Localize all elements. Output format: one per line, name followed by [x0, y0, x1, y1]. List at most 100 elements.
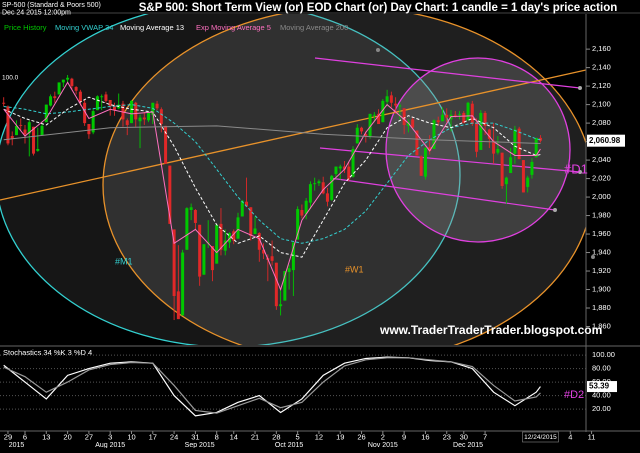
candle-body [398, 105, 402, 107]
candle-body [215, 224, 219, 264]
candle-body [538, 137, 542, 141]
y-tick-label: 1,900 [592, 285, 611, 294]
candle-body [325, 193, 329, 202]
y-tick-label: 40.00 [592, 391, 611, 400]
x-tick-label: 7 [483, 432, 487, 441]
candle-body [95, 96, 99, 111]
candle-body [223, 240, 227, 251]
candle-body [23, 129, 27, 135]
plot-layer [3, 356, 541, 417]
month-label: Dec 2015 [453, 442, 483, 448]
candle-body [389, 95, 393, 103]
scale-marker: 100.0 [2, 75, 19, 82]
candle-body [262, 249, 266, 254]
indicator-line [3, 356, 541, 417]
candle-body [57, 82, 61, 95]
candle-body [168, 165, 172, 224]
y-tick-label: 2,120 [592, 81, 611, 90]
candle-body [423, 148, 427, 177]
x-tick-label: 30 [460, 432, 468, 441]
candle-body [138, 117, 142, 122]
x-tick-label: 2 [381, 432, 385, 441]
candle-body [236, 217, 240, 239]
anchor-dot [578, 86, 582, 90]
candle-body [270, 256, 274, 261]
y-tick-label: 2,000 [592, 192, 611, 201]
y-tick-label: 1,960 [592, 229, 611, 238]
cycle-ellipse-m1 [0, 14, 461, 345]
candle-body [202, 244, 206, 275]
x-tick-label: 26 [357, 432, 365, 441]
y-tick-label: 1,880 [592, 303, 611, 312]
candle-body [279, 304, 283, 307]
candle-body [36, 148, 40, 151]
candle-body [368, 113, 372, 137]
x-tick-label: 31 [191, 432, 199, 441]
y-tick-label: 20.00 [592, 404, 611, 413]
candle-body [287, 268, 291, 272]
candle-body [61, 79, 65, 83]
candle-body [125, 120, 129, 125]
legend-entry: Moving VWAP 34 [55, 23, 113, 32]
candle-body [470, 103, 474, 125]
candle-body [304, 200, 308, 214]
y-tick-label: 1,980 [592, 211, 611, 220]
candle-body [347, 166, 351, 180]
candle-body [534, 137, 538, 158]
candle-body [108, 99, 112, 107]
x-tick-label: 24 [170, 432, 178, 441]
candle-body [291, 242, 295, 271]
candle-body [19, 124, 23, 126]
candle-body [334, 166, 338, 174]
candle-body [142, 117, 146, 120]
candle-body [227, 233, 231, 243]
candle-body [500, 152, 504, 186]
channel-line [329, 177, 556, 211]
candle-body [70, 78, 74, 87]
candle-body [185, 208, 189, 250]
candle-body [338, 166, 342, 169]
candle-body [245, 201, 249, 207]
last-value-label: 53.39 [589, 382, 610, 391]
x-tick-label: 11 [588, 432, 596, 441]
candle-body [402, 108, 406, 125]
candle-body [87, 124, 91, 135]
x-tick-label: 20 [63, 432, 71, 441]
candle-body [257, 233, 261, 250]
candle-body [74, 87, 78, 91]
legend-entry: Exp Moving Average 5 [196, 23, 271, 32]
drawing-layer [0, 14, 586, 345]
legend-entry: Moving Average 13 [120, 23, 184, 32]
x-tick-label: 27 [85, 432, 93, 441]
candle-body [83, 102, 87, 124]
candle-body [10, 136, 14, 139]
candle-body [49, 96, 53, 106]
x-tick-label: 29 [4, 432, 12, 441]
candle-body [308, 184, 312, 203]
candle-body [274, 262, 278, 307]
month-label: Nov 2015 [368, 442, 398, 448]
month-label: Sep 2015 [185, 442, 215, 448]
legend-entry: Price History [4, 23, 47, 32]
candle-body [40, 125, 44, 136]
candle-body [210, 246, 214, 271]
candle-body [419, 156, 423, 176]
candle-body [2, 102, 6, 104]
month-label: Aug 2015 [95, 442, 125, 448]
candle-body [377, 113, 381, 125]
date-marker-label: 12/24/2015 [524, 434, 557, 441]
candle-body [296, 209, 300, 240]
channel-line [319, 147, 581, 173]
channel-line [314, 57, 581, 89]
candle-body [313, 183, 317, 185]
candle-body [130, 100, 133, 124]
last-value-box [587, 381, 617, 393]
candle-body [172, 229, 176, 296]
candle-body [483, 112, 487, 126]
x-tick-label: 23 [443, 432, 451, 441]
x-tick-label: 14 [230, 432, 238, 441]
y-tick-label: 100.00 [592, 350, 615, 359]
candle-body [343, 166, 346, 170]
candle-body [428, 147, 432, 151]
